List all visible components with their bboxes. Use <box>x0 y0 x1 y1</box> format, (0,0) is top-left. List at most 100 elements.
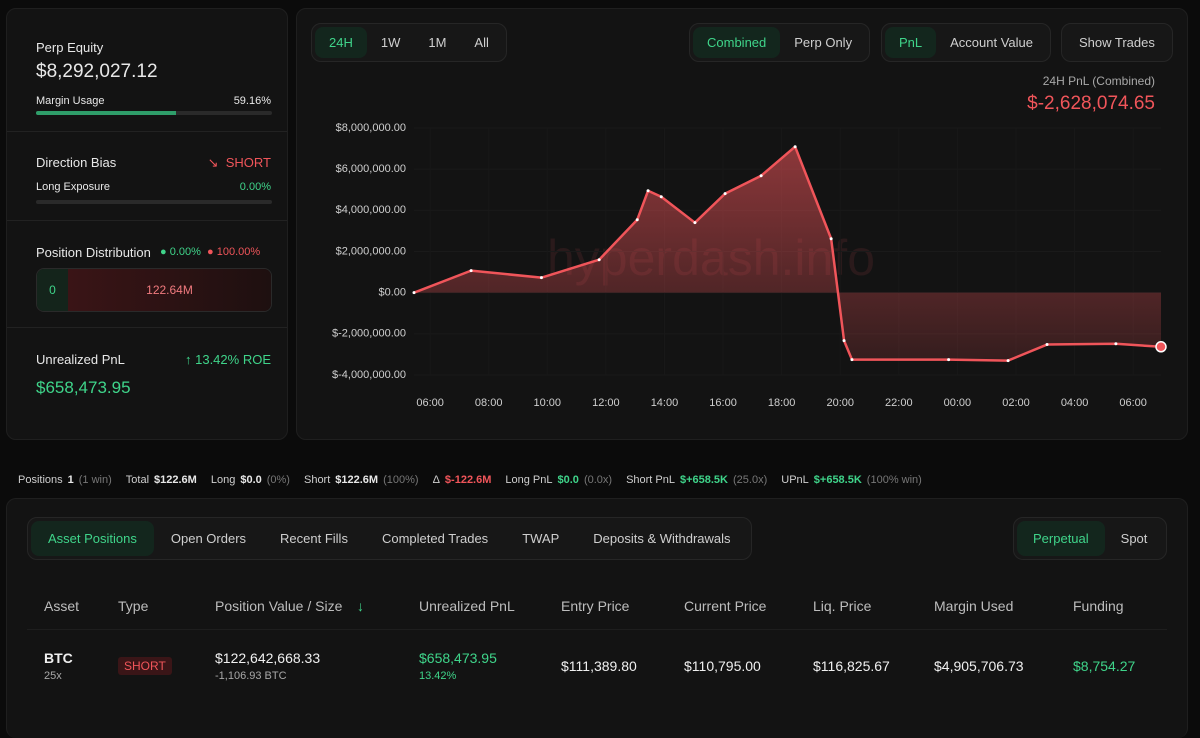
x-tick-label: 00:00 <box>944 397 972 409</box>
dist-legend: ● 0.00% ● 100.00% <box>160 246 261 258</box>
stat-label: Short PnL <box>626 474 675 486</box>
mode-button[interactable]: Perp Only <box>794 35 853 50</box>
stat-label: Δ <box>432 474 440 486</box>
type-badge: SHORT <box>118 657 172 675</box>
point <box>646 189 650 193</box>
leverage: 25x <box>44 670 62 682</box>
stat-label: UPnL <box>781 474 809 486</box>
range-button[interactable]: 1W <box>380 35 401 50</box>
column-header: Position Value / Size <box>215 598 343 614</box>
x-tick-label: 06:00 <box>416 397 444 409</box>
value: SHORT <box>225 155 271 170</box>
y-tick-label: $2,000,000.00 <box>336 245 406 257</box>
point <box>659 195 663 199</box>
range-group: 24H 1W 1M All <box>311 23 507 62</box>
stat-value: $+658.5K <box>679 474 728 486</box>
pnl-value: $-2,628,074.65 <box>1027 93 1155 114</box>
mode-group: Combined Perp Only <box>689 23 871 62</box>
stat-value: $122.6M <box>154 474 197 486</box>
tab[interactable]: TWAP <box>522 531 560 546</box>
point <box>842 339 846 343</box>
stat: Total $122.6M <box>126 474 197 486</box>
x-tick-label: 16:00 <box>709 397 737 409</box>
y-tick-label: $-4,000,000.00 <box>332 369 406 381</box>
column-header: Asset <box>44 598 80 614</box>
point <box>1114 342 1118 346</box>
column-header: Type <box>118 598 149 614</box>
show-trades[interactable]: Show Trades <box>1079 35 1155 50</box>
tab[interactable]: Recent Fills <box>280 531 348 546</box>
margin-price: $4,905,706.73 <box>934 658 1024 674</box>
bias: ↘ SHORT <box>208 155 271 171</box>
margin-bar <box>36 111 176 115</box>
position-value: $122,642,668.33 <box>215 650 321 666</box>
x-tick-label: 22:00 <box>885 397 913 409</box>
y-tick-label: $-2,000,000.00 <box>332 328 406 340</box>
point <box>469 269 473 273</box>
mode-button[interactable]: Combined <box>693 27 781 58</box>
roe: ↑ 13.42% ROE <box>185 352 271 367</box>
point <box>947 358 951 362</box>
point <box>793 145 797 149</box>
sort-icon: ↓ <box>357 598 364 614</box>
pnl: $658,473.95 <box>419 650 497 666</box>
point <box>1045 343 1049 347</box>
range-button[interactable]: 1M <box>428 35 447 50</box>
point <box>1155 341 1167 353</box>
stat-note: (25.0x) <box>733 474 768 486</box>
summary-panel: Perp Equity $8,292,027.12 Margin Usage 5… <box>6 8 288 440</box>
short-pct: 100.00% <box>216 246 261 258</box>
asset: BTC <box>44 650 73 666</box>
stat: Short $122.6M (100%) <box>304 474 419 486</box>
stat: UPnL $+658.5K (100% win) <box>781 474 922 486</box>
stat-label: Short <box>303 474 331 486</box>
y-tick-label: $0.00 <box>378 287 406 299</box>
size: -1,106.93 BTC <box>215 670 287 682</box>
column-header: Liq. Price <box>813 598 872 614</box>
area <box>414 146 1161 361</box>
stat-label: Total <box>125 474 150 486</box>
stat: Short PnL $+658.5K (25.0x) <box>626 474 767 486</box>
funding: $8,754.27 <box>1073 658 1136 674</box>
market-group: Perpetual Spot <box>1013 517 1168 560</box>
label: Margin Usage <box>36 95 105 107</box>
y-tick-label: $4,000,000.00 <box>336 204 406 216</box>
long-segment: 0 <box>37 269 68 311</box>
tab[interactable]: Asset Positions <box>31 521 154 556</box>
tab-group: Asset Positions Open Orders Recent Fills Co… <box>27 517 752 560</box>
label: Direction Bias <box>36 155 117 170</box>
point <box>723 192 727 196</box>
pnl-label: 24H PnL (Combined) <box>1042 74 1155 88</box>
market-tab[interactable]: Perpetual <box>1017 521 1105 556</box>
label: Long Exposure <box>36 181 110 193</box>
x-tick-label: 06:00 <box>1119 397 1147 409</box>
point <box>759 174 763 178</box>
value: 59.16% <box>233 95 271 107</box>
pnl-pct: 13.42% <box>419 670 457 682</box>
point <box>829 237 833 241</box>
tab[interactable]: Completed Trades <box>381 531 489 546</box>
metric-button[interactable]: Account Value <box>950 35 1034 50</box>
stat: Δ $-122.6M <box>433 474 492 486</box>
stat-label: Long <box>210 474 236 486</box>
tab[interactable]: Deposits & Withdrawals <box>593 531 731 546</box>
y-tick-label: $8,000,000.00 <box>336 122 406 134</box>
column-header: Margin Used <box>934 598 1014 614</box>
market-tab[interactable]: Spot <box>1120 531 1148 546</box>
stat-label: Positions <box>18 474 63 486</box>
range-button[interactable]: 24H <box>315 27 367 58</box>
metric-button[interactable]: PnL <box>885 27 937 58</box>
stat-note: (0%) <box>266 474 290 486</box>
stat-value: $0.0 <box>240 474 262 486</box>
stat-label: Long PnL <box>505 474 553 486</box>
x-tick-label: 18:00 <box>768 397 796 409</box>
stat: Long PnL $0.0 (0.0x) <box>505 474 612 486</box>
positions-panel: Asset Positions Open Orders Recent Fills Co… <box>6 498 1188 738</box>
point <box>412 291 416 295</box>
short-segment: 122.64M <box>68 269 271 311</box>
x-tick-label: 08:00 <box>475 397 503 409</box>
tab[interactable]: Open Orders <box>170 531 247 546</box>
point <box>693 221 697 225</box>
range-button[interactable]: All <box>474 35 489 50</box>
column-header: Unrealized PnL <box>419 598 515 614</box>
